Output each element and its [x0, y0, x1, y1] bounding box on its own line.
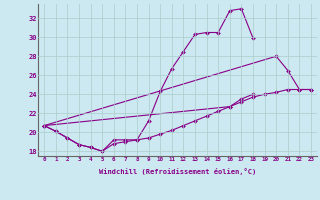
X-axis label: Windchill (Refroidissement éolien,°C): Windchill (Refroidissement éolien,°C): [99, 168, 256, 175]
